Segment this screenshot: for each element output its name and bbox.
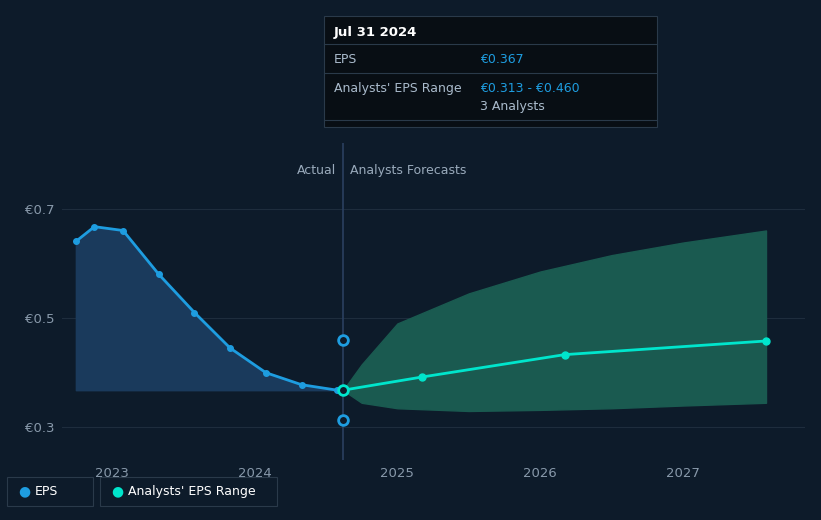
Text: EPS: EPS (34, 485, 57, 498)
Text: ●: ● (18, 485, 30, 498)
Text: €0.313 - €0.460: €0.313 - €0.460 (480, 82, 580, 95)
Text: ●: ● (112, 485, 124, 498)
Text: Jul 31 2024: Jul 31 2024 (334, 26, 418, 40)
Text: Analysts Forecasts: Analysts Forecasts (351, 164, 466, 177)
Text: 3 Analysts: 3 Analysts (480, 100, 545, 113)
Text: EPS: EPS (334, 53, 357, 66)
Text: €0.367: €0.367 (480, 53, 524, 66)
Text: Actual: Actual (296, 164, 336, 177)
Text: Analysts' EPS Range: Analysts' EPS Range (128, 485, 255, 498)
Text: Analysts' EPS Range: Analysts' EPS Range (334, 82, 461, 95)
